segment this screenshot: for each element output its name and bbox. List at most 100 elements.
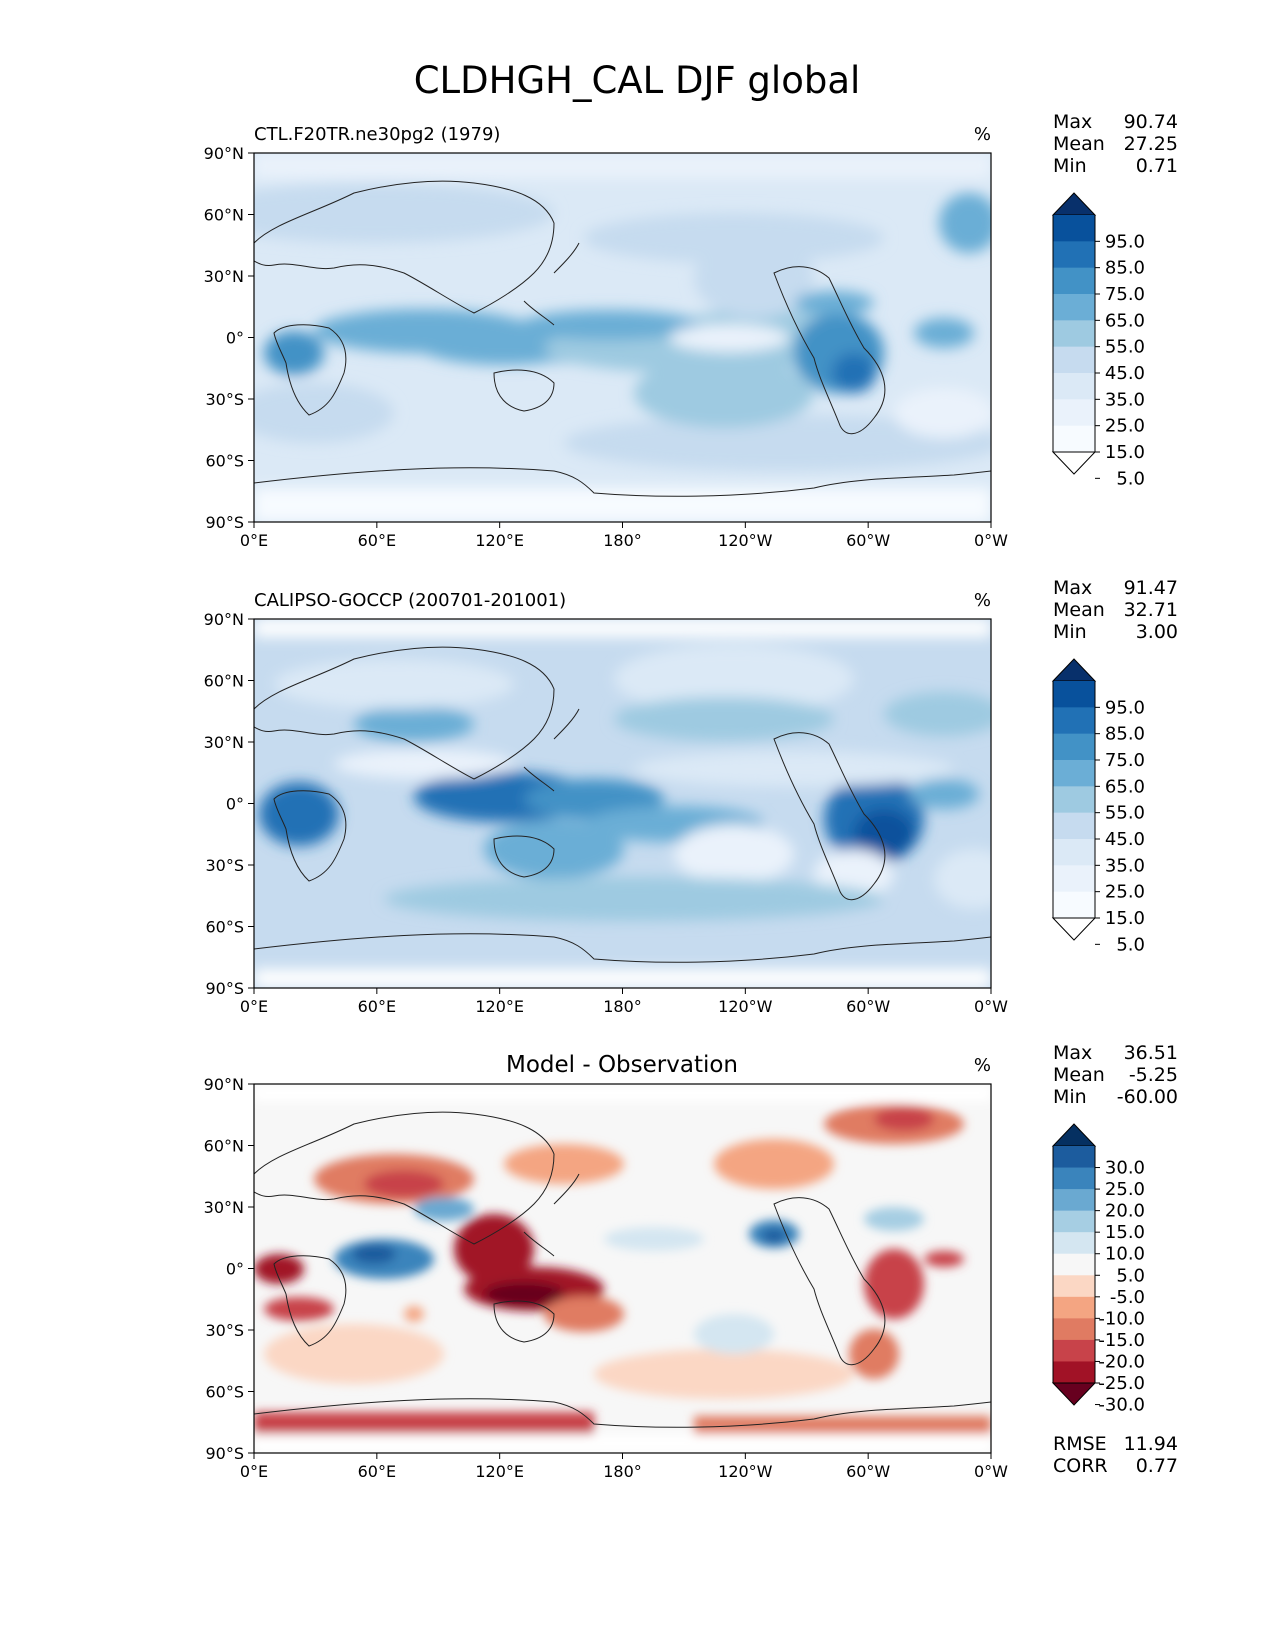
colorbar-segment xyxy=(1053,812,1095,840)
x-tick-label: 120°E xyxy=(475,531,524,550)
colorbar-label: -10.0 xyxy=(1098,1308,1145,1329)
stat-mean-label: Mean xyxy=(1053,1064,1105,1086)
stat-mean-label: Mean xyxy=(1053,133,1105,155)
y-tick-label: 30°S xyxy=(205,390,244,409)
panel-title: Model - Observation xyxy=(506,1052,738,1078)
stats: Max 36.51 Mean -5.25 Min -60.00 RMSE 11.… xyxy=(1053,1042,1178,1477)
y-tick-label: 30°N xyxy=(204,733,244,752)
colorbar-segment xyxy=(1053,1232,1095,1255)
panel-difference: 90°N 60°N 30°N 0° 30°S 60°S 90°S 0°E 60°E 120°E 1… xyxy=(204,1042,1178,1481)
colorbar-label: 95.0 xyxy=(1105,231,1145,252)
x-tick-label: 0°E xyxy=(240,997,268,1016)
colorbar-label: 65.0 xyxy=(1105,310,1145,331)
y-tick-label: 30°N xyxy=(204,267,244,286)
colorbar-segment xyxy=(1053,1189,1095,1212)
stat-max-label: Max xyxy=(1053,577,1092,599)
colorbar-label: 25.0 xyxy=(1105,882,1145,903)
y-tick-label: 60°N xyxy=(204,1137,244,1156)
x-tick-label: 60°W xyxy=(846,1462,890,1481)
colorbar-segment xyxy=(1053,425,1095,453)
units-label: % xyxy=(974,124,991,145)
stat-min-label: Min xyxy=(1053,1086,1087,1108)
colorbar-segment xyxy=(1053,1318,1095,1341)
colorbar-label: 65.0 xyxy=(1105,776,1145,797)
colorbar-segment xyxy=(1053,1361,1095,1384)
colorbar-label: 15.0 xyxy=(1105,908,1145,929)
colorbar-label: 35.0 xyxy=(1105,855,1145,876)
colorbar-segment xyxy=(1053,1210,1095,1233)
x-tick-label: 0°W xyxy=(974,531,1008,550)
colorbar-label: 25.0 xyxy=(1105,416,1145,437)
panel-title: CALIPSO-GOCCP (200701-201001) xyxy=(254,590,566,611)
stat-min-label: Min xyxy=(1053,155,1087,177)
colorbar-extend-max xyxy=(1051,192,1097,216)
colorbar-segment xyxy=(1053,707,1095,735)
y-tick-label: 30°S xyxy=(205,1321,244,1340)
y-tick-label: 90°S xyxy=(205,979,244,998)
colorbar-extend-max xyxy=(1051,1123,1097,1147)
stat-min-label: Min xyxy=(1053,621,1087,643)
colorbar-segment xyxy=(1053,1146,1095,1169)
colorbar-segment xyxy=(1053,733,1095,761)
stat-mean-label: Mean xyxy=(1053,599,1105,621)
x-tick-label: 180° xyxy=(603,1462,642,1481)
colorbar-segment xyxy=(1053,346,1095,374)
y-tick-label: 60°S xyxy=(205,918,244,937)
x-axis: 0°E 60°E 120°E 180° 120°W 60°W 0°W xyxy=(240,522,1008,550)
colorbar-segment xyxy=(1053,1253,1095,1276)
coastlines xyxy=(254,1111,991,1428)
x-tick-label: 60°E xyxy=(358,997,396,1016)
stat-max-label: Max xyxy=(1053,1042,1092,1064)
x-axis: 0°E 60°E 120°E 180° 120°W 60°W 0°W xyxy=(240,988,1008,1016)
stats: Max 90.74 Mean 27.25 Min 0.71 xyxy=(1053,111,1178,177)
panel-title: CTL.F20TR.ne30pg2 (1979) xyxy=(254,124,500,145)
y-tick-label: 0° xyxy=(226,329,244,348)
stat-corr: 0.77 xyxy=(1136,1455,1178,1477)
stat-min: -60.00 xyxy=(1117,1086,1178,1108)
colorbar-segment xyxy=(1053,1275,1095,1298)
x-tick-label: 180° xyxy=(603,531,642,550)
y-axis: 90°N 60°N 30°N 0° 30°S 60°S 90°S xyxy=(204,144,254,532)
x-tick-label: 60°E xyxy=(358,531,396,550)
x-tick-label: 120°E xyxy=(475,997,524,1016)
cloud-field xyxy=(254,153,991,522)
colorbar-label: 10.0 xyxy=(1105,1244,1145,1265)
colorbar-label: 15.0 xyxy=(1105,1222,1145,1243)
colorbar-extend-min xyxy=(1051,917,1097,941)
stat-rmse-label: RMSE xyxy=(1053,1433,1107,1455)
stat-mean: 27.25 xyxy=(1124,133,1178,155)
colorbar-segment xyxy=(1053,215,1095,242)
figure-title: CLDHGH_CAL DJF global xyxy=(414,59,861,102)
colorbar-segment xyxy=(1053,267,1095,295)
colorbar-label: 5.0 xyxy=(1116,468,1145,489)
colorbar-segment xyxy=(1053,320,1095,348)
colorbar-label: -25.0 xyxy=(1098,1373,1145,1394)
x-tick-label: 60°E xyxy=(358,1462,396,1481)
colorbar-segment xyxy=(1053,1296,1095,1319)
y-tick-label: 30°S xyxy=(205,856,244,875)
colorbar-segment xyxy=(1053,786,1095,814)
colorbar-label: -30.0 xyxy=(1098,1395,1145,1416)
y-tick-label: 60°S xyxy=(205,452,244,471)
stats: Max 91.47 Mean 32.71 Min 3.00 xyxy=(1053,577,1178,643)
colorbar-extend-max xyxy=(1051,658,1097,682)
stat-rmse: 11.94 xyxy=(1124,1433,1178,1455)
x-tick-label: 60°W xyxy=(846,997,890,1016)
y-tick-label: 90°N xyxy=(204,610,244,629)
x-tick-label: 60°W xyxy=(846,531,890,550)
coastlines xyxy=(254,180,991,497)
x-tick-label: 180° xyxy=(603,997,642,1016)
y-axis: 90°N 60°N 30°N 0° 30°S 60°S 90°S xyxy=(204,1075,254,1463)
stat-min: 0.71 xyxy=(1136,155,1178,177)
colorbar-label: 75.0 xyxy=(1105,284,1145,305)
colorbar-label: 15.0 xyxy=(1105,442,1145,463)
colorbar-segment xyxy=(1053,865,1095,893)
colorbar-segment xyxy=(1053,1339,1095,1362)
colorbar-segment xyxy=(1053,399,1095,427)
colorbar-label: 75.0 xyxy=(1105,750,1145,771)
stat-mean: -5.25 xyxy=(1129,1064,1178,1086)
x-tick-label: 120°W xyxy=(718,1462,773,1481)
colorbar-label: 85.0 xyxy=(1105,724,1145,745)
colorbar-label: 55.0 xyxy=(1105,337,1145,358)
x-tick-label: 0°E xyxy=(240,531,268,550)
